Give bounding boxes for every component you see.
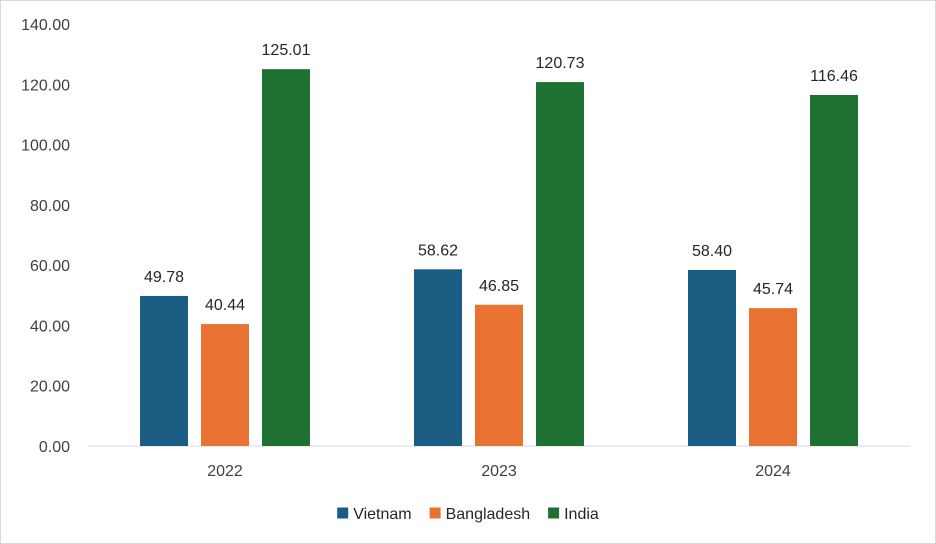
bar-india-2022: [262, 69, 310, 446]
data-label-india-2023: 120.73: [536, 55, 585, 72]
bar-vietnam-2022: [140, 295, 188, 446]
bar-india-2023: [536, 82, 584, 446]
x-tick-label-2022: 2022: [207, 463, 243, 480]
data-label-vietnam-2023: 58.62: [418, 242, 458, 259]
y-tick-label: 100.00: [21, 138, 70, 155]
bar-india-2024: [810, 94, 858, 446]
data-label-vietnam-2022: 49.78: [144, 269, 184, 286]
bar-vietnam-2023: [414, 269, 462, 446]
x-tick-label-2024: 2024: [755, 463, 791, 480]
bar-vietnam-2024: [688, 269, 736, 446]
bar-bangladesh-2024: [749, 308, 797, 446]
x-tick-label-2023: 2023: [481, 463, 517, 480]
legend-label-india: India: [564, 506, 599, 523]
data-label-india-2024: 116.46: [810, 68, 858, 85]
legend-swatch-india: [548, 507, 560, 519]
data-label-india-2022: 125.01: [262, 42, 311, 59]
y-tick-label: 140.00: [21, 17, 70, 34]
data-label-bangladesh-2024: 45.74: [753, 281, 793, 298]
y-tick-label: 60.00: [30, 258, 70, 275]
data-label-vietnam-2024: 58.40: [692, 243, 732, 260]
y-tick-label: 80.00: [30, 198, 70, 215]
legend-label-bangladesh: Bangladesh: [446, 506, 531, 523]
legend-swatch-bangladesh: [429, 507, 441, 519]
y-tick-label: 120.00: [21, 77, 70, 94]
bar-bangladesh-2023: [475, 304, 523, 446]
y-tick-label: 0.00: [39, 439, 70, 456]
bar-bangladesh-2022: [201, 324, 249, 446]
y-tick-label: 20.00: [30, 379, 70, 396]
data-label-bangladesh-2022: 40.44: [205, 297, 245, 314]
legend-label-vietnam: Vietnam: [353, 506, 411, 523]
legend-swatch-vietnam: [337, 507, 349, 519]
data-label-bangladesh-2023: 46.85: [479, 278, 519, 295]
y-tick-label: 40.00: [30, 318, 70, 335]
